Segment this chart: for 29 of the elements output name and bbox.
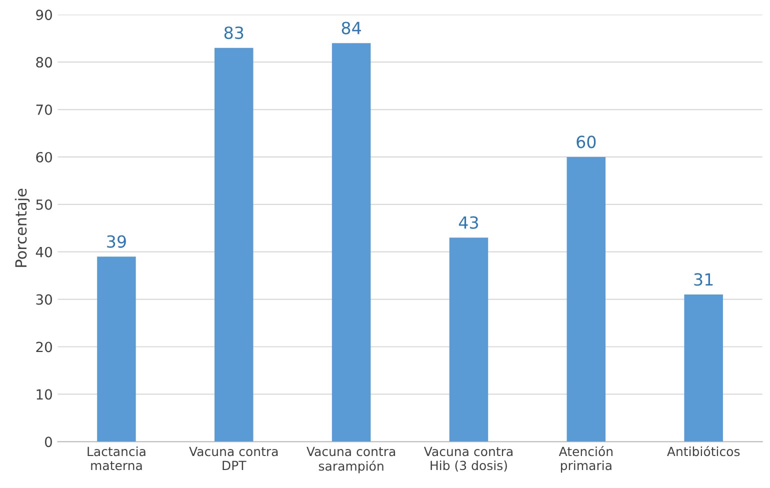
x-tick-label: Vacuna contra Hib (3 dosis) — [424, 446, 512, 472]
bar — [214, 48, 254, 442]
y-tick-label: 40 — [36, 246, 52, 258]
data-label: 31 — [694, 273, 713, 286]
y-tick-label: 80 — [36, 57, 52, 68]
bar — [332, 43, 371, 442]
data-label: 84 — [342, 22, 361, 34]
bar — [684, 294, 723, 442]
x-tick-label: Vacuna contra DPT — [189, 446, 278, 470]
y-tick-label: 30 — [36, 294, 52, 305]
data-label: 39 — [107, 235, 126, 248]
x-tick-label: Lactancia materna — [88, 446, 146, 470]
y-tick-label: 90 — [36, 10, 52, 20]
data-label: 60 — [576, 136, 596, 148]
y-tick-label: 50 — [36, 199, 52, 210]
bar — [449, 238, 488, 442]
x-tick-label: Atención primaria — [558, 446, 612, 473]
data-label: 83 — [224, 26, 244, 40]
bar — [566, 156, 606, 442]
y-tick-label: 0 — [44, 436, 52, 448]
x-tick-label: Vacuna contra sarampión — [306, 446, 396, 474]
data-label: 43 — [458, 216, 478, 229]
x-tick-label: Antibióticos — [667, 446, 740, 456]
y-tick-label: 70 — [36, 104, 52, 116]
y-axis-title: Porcentaje — [14, 188, 30, 267]
bar — [97, 256, 136, 442]
y-tick-label: 20 — [36, 342, 52, 352]
y-tick-label: 60 — [36, 152, 52, 162]
y-tick-label: 10 — [36, 389, 52, 400]
